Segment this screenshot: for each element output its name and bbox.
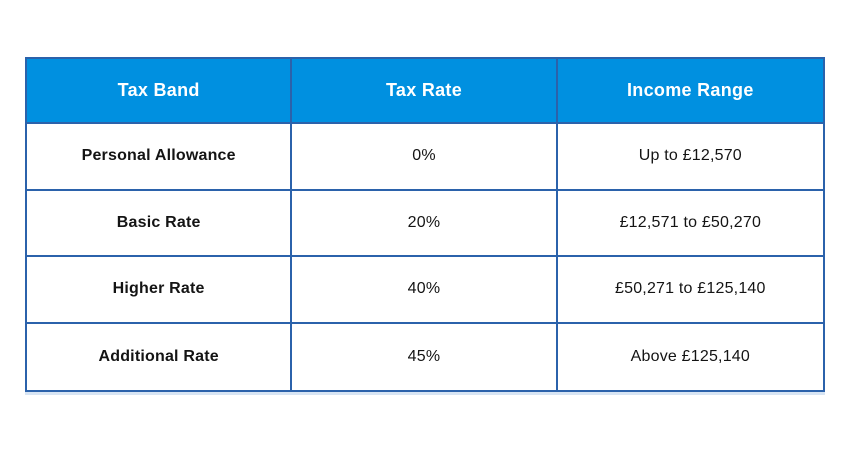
column-header-tax-band: Tax Band: [27, 59, 293, 124]
table-cell-range: Up to £12,570: [557, 124, 823, 191]
table-cell-rate: 0%: [292, 124, 558, 191]
table-cell-range: £50,271 to £125,140: [557, 257, 823, 324]
table-cell-range: £12,571 to £50,270: [557, 190, 823, 257]
table-cell-band: Basic Rate: [27, 190, 293, 257]
uk-income-tax-bands-table: Tax Band Tax Rate Income Range Personal …: [25, 57, 825, 392]
column-header-income-range: Income Range: [557, 59, 823, 124]
table-cell-band: Higher Rate: [27, 257, 293, 324]
column-header-tax-rate: Tax Rate: [292, 59, 558, 124]
table-cell-rate: 45%: [292, 323, 558, 390]
table-cell-rate: 20%: [292, 190, 558, 257]
table-cell-band: Personal Allowance: [27, 124, 293, 191]
table-cell-rate: 40%: [292, 257, 558, 324]
table-cell-band: Additional Rate: [27, 323, 293, 390]
table-cell-range: Above £125,140: [557, 323, 823, 390]
